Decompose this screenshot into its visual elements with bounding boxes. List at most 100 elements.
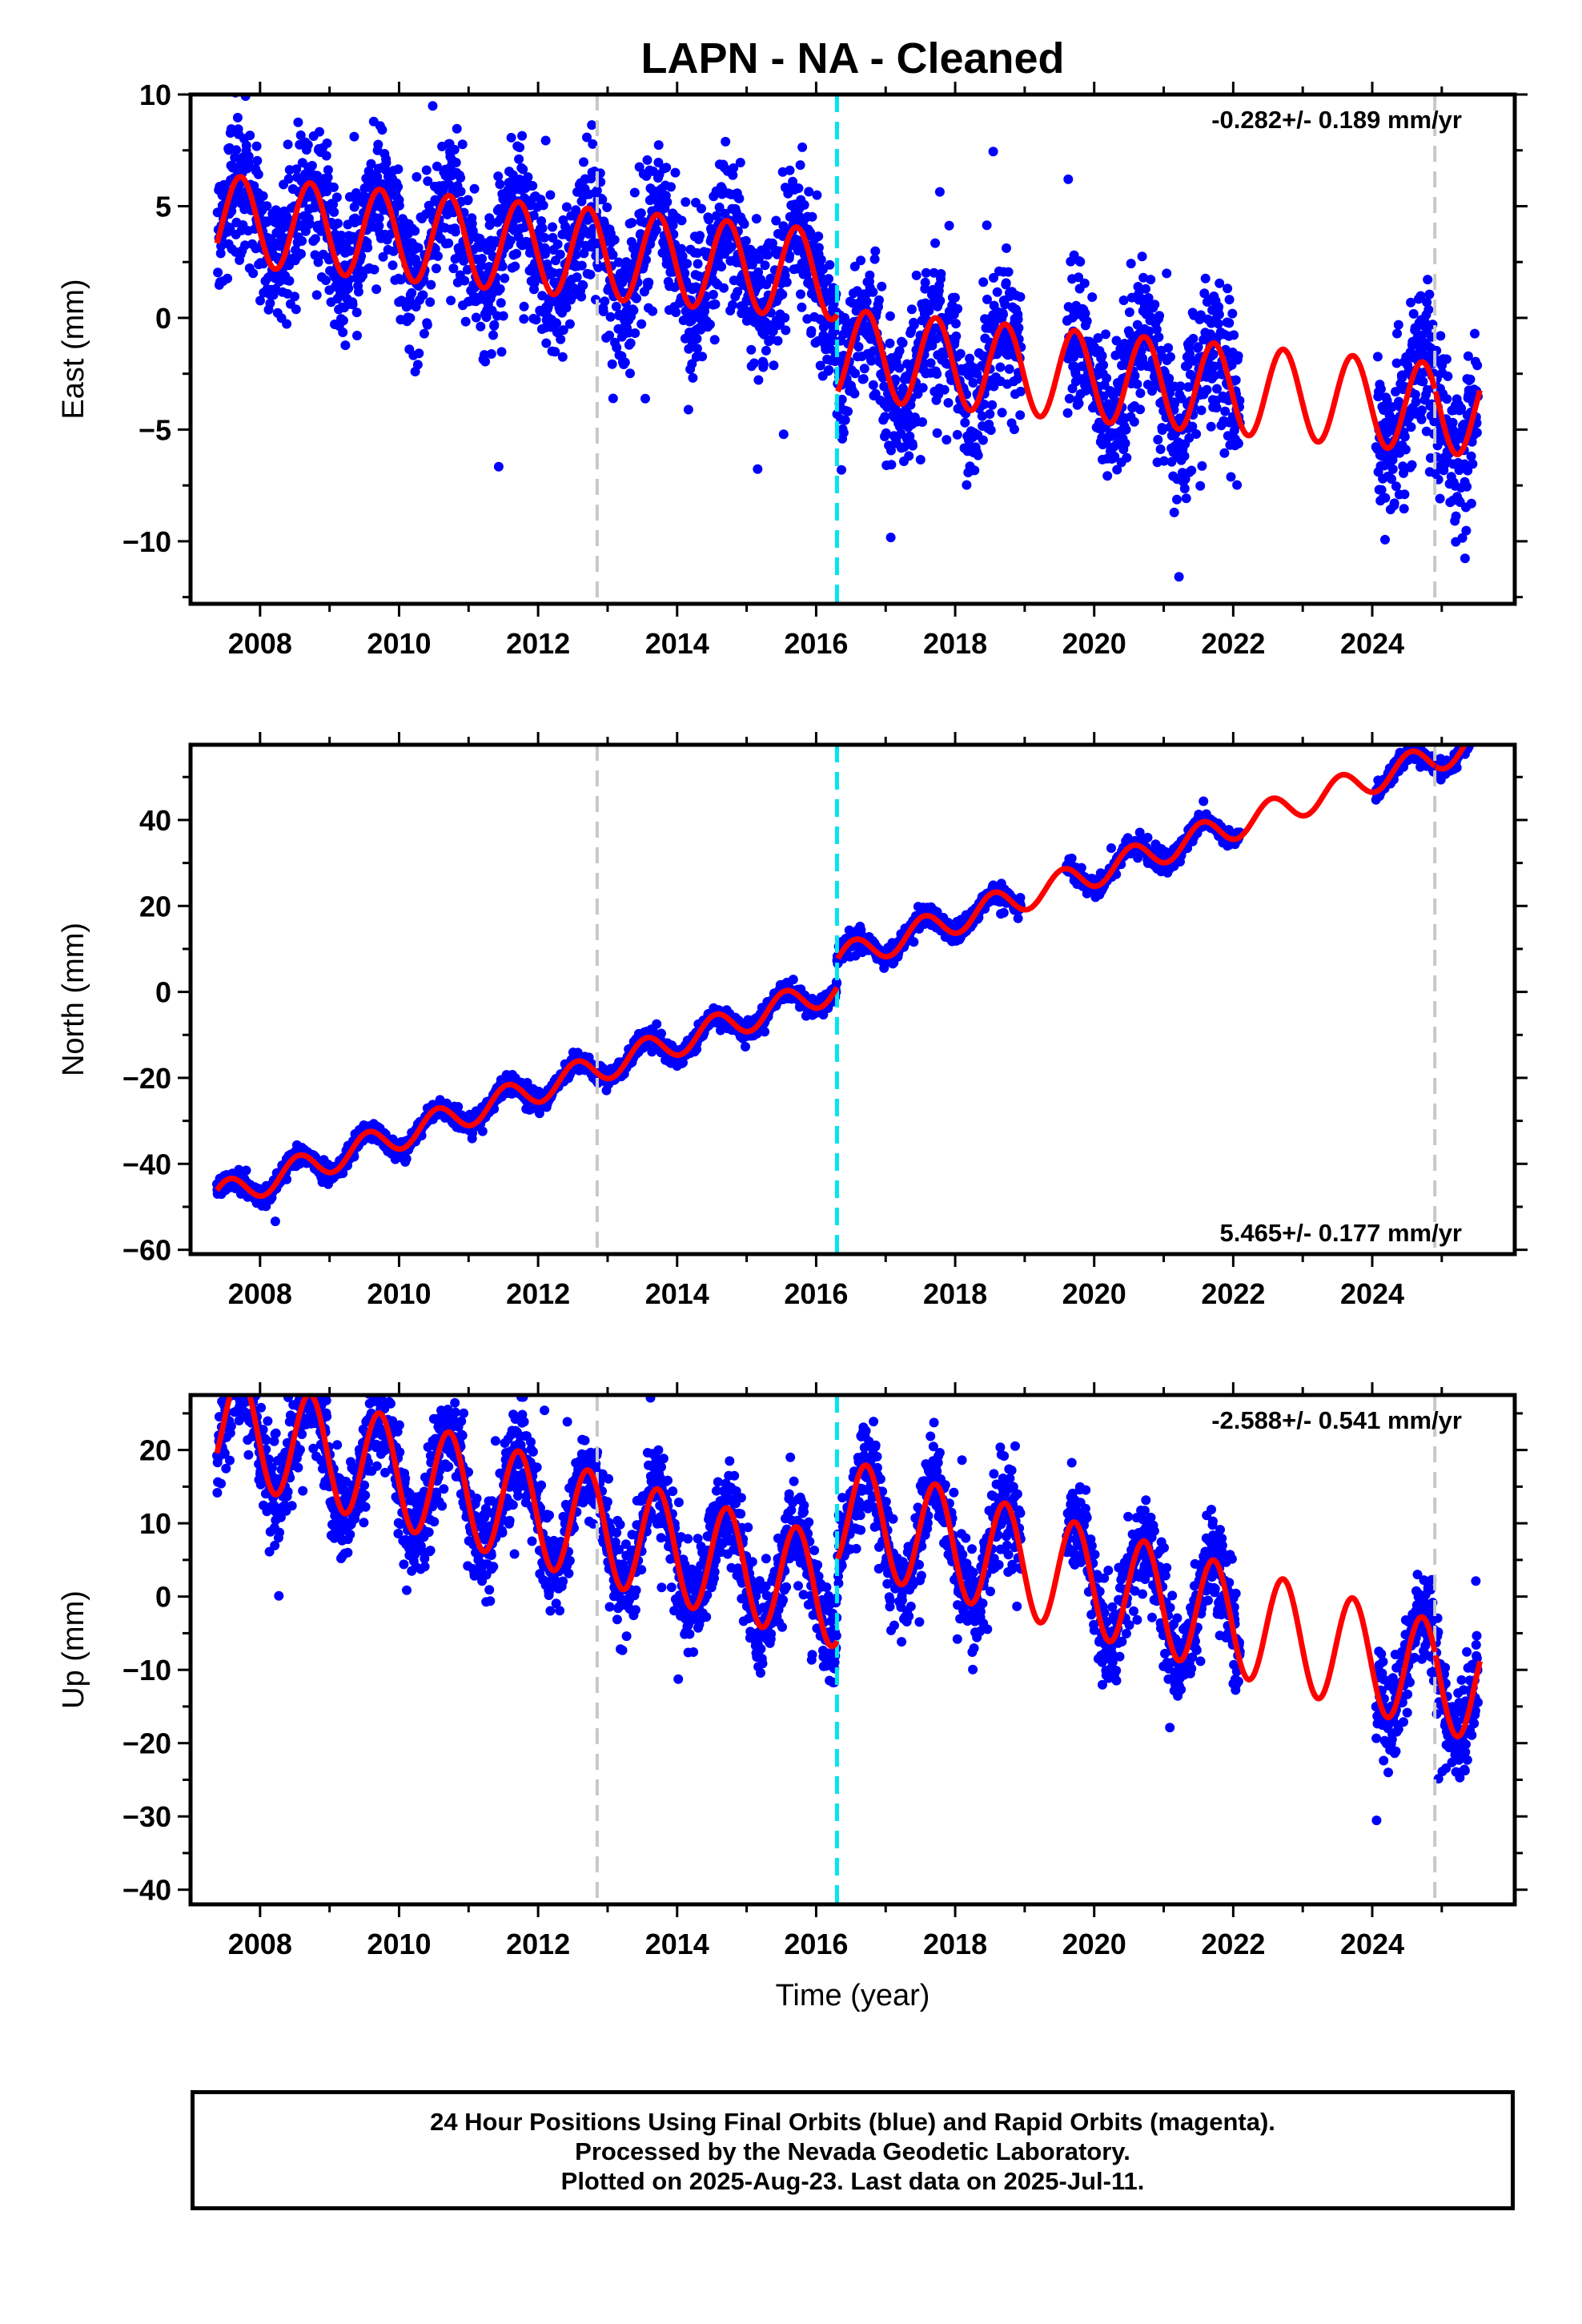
data-point xyxy=(644,277,654,287)
data-point xyxy=(293,117,303,127)
data-point xyxy=(425,297,436,308)
data-point xyxy=(620,357,630,368)
data-point xyxy=(1188,333,1199,344)
data-point xyxy=(579,248,589,259)
data-point xyxy=(528,181,538,191)
data-point xyxy=(843,406,853,416)
data-point xyxy=(1064,393,1074,404)
data-point xyxy=(1435,493,1445,504)
data-point xyxy=(476,321,486,332)
data-point xyxy=(1102,471,1113,481)
data-point xyxy=(321,275,331,285)
data-point xyxy=(213,267,223,278)
data-point xyxy=(1202,384,1212,395)
data-point xyxy=(773,336,783,346)
data-point xyxy=(915,455,926,464)
data-point xyxy=(333,219,343,228)
data-point xyxy=(1079,278,1090,288)
data-point xyxy=(283,139,293,150)
data-point xyxy=(548,232,558,243)
data-point xyxy=(540,135,551,146)
data-point xyxy=(682,259,693,269)
data-point xyxy=(683,404,693,415)
data-point xyxy=(1451,511,1461,521)
data-point xyxy=(717,262,727,271)
data-point xyxy=(363,243,373,253)
data-point xyxy=(323,172,333,183)
data-point xyxy=(874,295,884,305)
data-point xyxy=(1009,424,1019,435)
data-point xyxy=(608,393,618,404)
data-point xyxy=(241,140,251,151)
data-point xyxy=(510,261,520,271)
data-point xyxy=(450,227,460,237)
data-point xyxy=(1179,484,1190,494)
data-point xyxy=(1226,472,1236,482)
data-point xyxy=(920,277,930,287)
data-point xyxy=(336,231,347,240)
data-point xyxy=(904,451,914,461)
data-point xyxy=(997,408,1007,418)
data-point xyxy=(785,165,795,175)
data-point xyxy=(1150,300,1160,310)
data-point xyxy=(697,352,708,362)
data-point xyxy=(1200,273,1211,283)
data-point xyxy=(952,429,962,440)
data-point xyxy=(850,368,861,379)
data-point xyxy=(393,164,404,175)
data-point xyxy=(1470,328,1480,339)
data-point xyxy=(265,298,275,308)
data-point xyxy=(460,316,471,327)
data-point xyxy=(311,290,322,300)
data-point xyxy=(1399,432,1410,442)
data-point xyxy=(1129,416,1139,427)
data-point xyxy=(1220,406,1231,416)
data-point xyxy=(837,464,846,475)
data-point xyxy=(493,461,504,472)
data-point xyxy=(241,1165,251,1176)
data-point xyxy=(315,127,324,137)
data-point xyxy=(917,417,927,427)
data-point xyxy=(908,440,917,451)
data-point xyxy=(708,289,718,300)
data-point xyxy=(1015,292,1026,302)
data-point xyxy=(880,412,890,422)
x-tick-label: 2020 xyxy=(1062,627,1126,660)
data-point xyxy=(523,172,533,183)
data-point xyxy=(576,196,587,207)
data-point xyxy=(462,264,472,275)
data-point xyxy=(600,296,610,307)
data-point xyxy=(985,409,995,419)
data-point xyxy=(537,291,548,301)
data-point xyxy=(493,171,504,182)
data-point xyxy=(338,328,348,337)
data-point xyxy=(812,190,822,200)
data-point xyxy=(541,338,552,348)
data-point xyxy=(1087,292,1098,302)
data-point xyxy=(759,360,769,369)
data-point xyxy=(629,187,640,198)
data-point xyxy=(1179,451,1190,461)
y-axis-label: East (mm) xyxy=(57,279,90,419)
data-point xyxy=(517,131,528,141)
data-point xyxy=(797,142,808,152)
data-point xyxy=(353,287,363,297)
data-point xyxy=(824,365,834,375)
data-point xyxy=(870,246,881,256)
data-point xyxy=(987,400,998,410)
data-point xyxy=(251,141,262,151)
data-point xyxy=(840,415,850,425)
data-point xyxy=(572,272,582,283)
data-point xyxy=(653,140,664,151)
data-point xyxy=(1213,319,1223,329)
data-point xyxy=(262,201,272,211)
data-point xyxy=(1146,275,1156,285)
data-point xyxy=(753,375,764,385)
data-point xyxy=(557,352,568,362)
data-point xyxy=(816,255,826,265)
data-point xyxy=(352,331,362,340)
data-point xyxy=(1118,296,1129,305)
data-point xyxy=(951,319,961,329)
data-point xyxy=(505,235,516,246)
data-point xyxy=(943,398,954,408)
